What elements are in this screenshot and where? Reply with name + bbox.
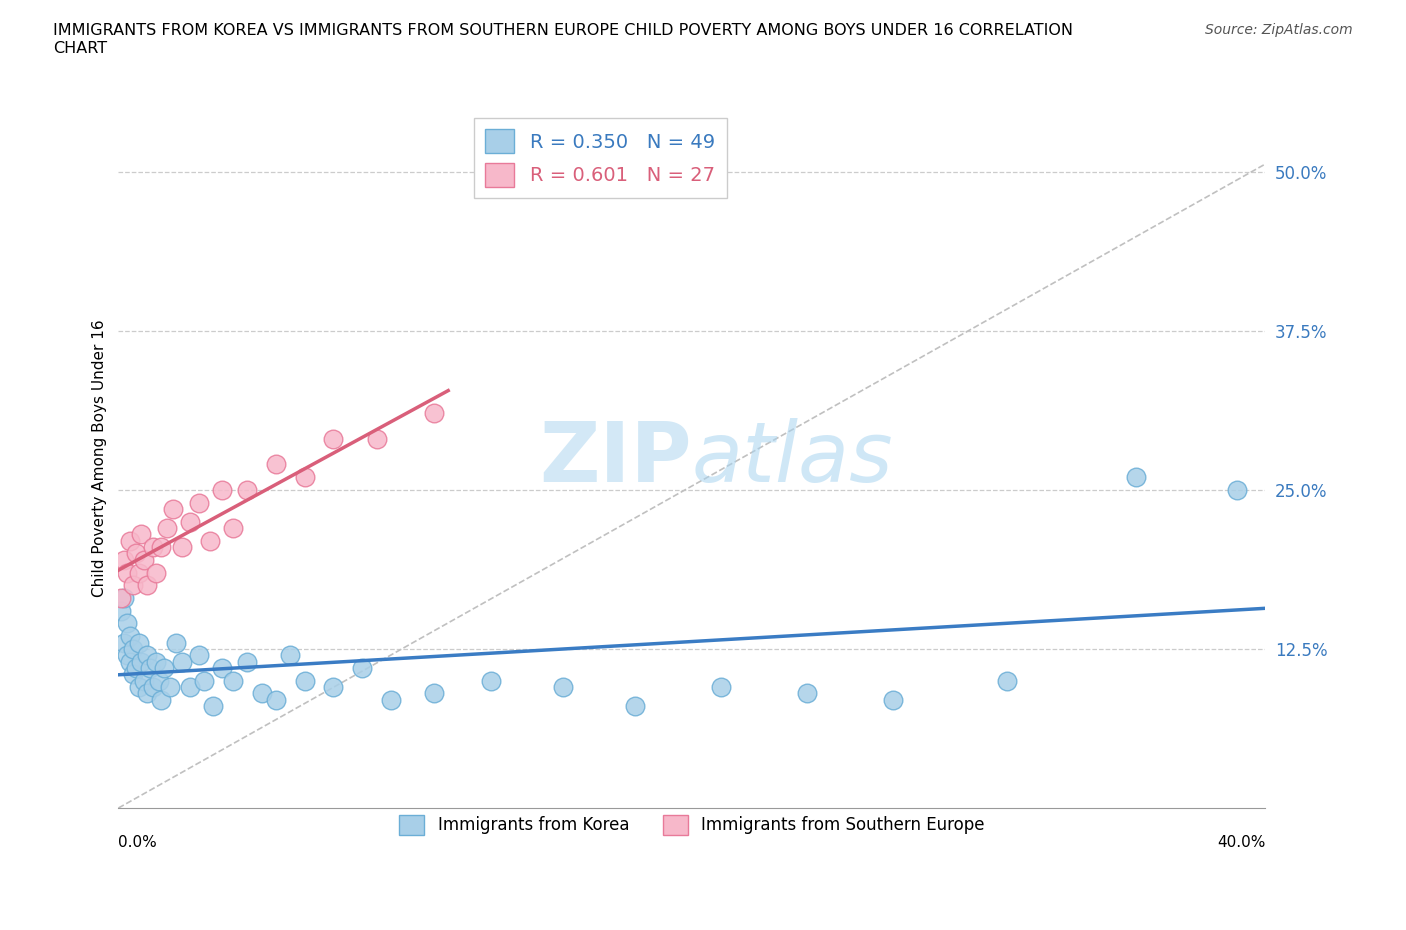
- Point: [110, 604, 132, 618]
- Point: [112, 591, 135, 605]
- Point: [118, 533, 141, 548]
- Point: [118, 654, 141, 669]
- Point: [131, 654, 153, 669]
- Point: [187, 648, 209, 663]
- Point: [159, 680, 181, 695]
- Point: [162, 501, 184, 516]
- Point: [1226, 483, 1249, 498]
- Point: [479, 673, 502, 688]
- Point: [236, 654, 259, 669]
- Point: [179, 680, 201, 695]
- Point: [280, 648, 302, 663]
- Point: [211, 660, 233, 675]
- Point: [118, 629, 141, 644]
- Point: [121, 667, 143, 682]
- Point: [294, 673, 316, 688]
- Point: [423, 406, 446, 421]
- Point: [380, 693, 402, 708]
- Point: [142, 539, 165, 554]
- Point: [202, 698, 225, 713]
- Point: [236, 483, 259, 498]
- Point: [170, 654, 193, 669]
- Point: [995, 673, 1018, 688]
- Point: [551, 680, 574, 695]
- Point: [115, 565, 138, 580]
- Point: [121, 642, 143, 657]
- Point: [110, 591, 132, 605]
- Point: [187, 495, 209, 510]
- Text: 0.0%: 0.0%: [118, 835, 157, 850]
- Point: [211, 483, 233, 498]
- Point: [179, 514, 201, 529]
- Point: [128, 680, 150, 695]
- Point: [366, 432, 388, 446]
- Text: Source: ZipAtlas.com: Source: ZipAtlas.com: [1205, 23, 1353, 37]
- Point: [128, 565, 150, 580]
- Point: [222, 521, 245, 536]
- Point: [128, 635, 150, 650]
- Point: [264, 457, 287, 472]
- Point: [294, 470, 316, 485]
- Point: [250, 686, 273, 701]
- Legend: Immigrants from Korea, Immigrants from Southern Europe: Immigrants from Korea, Immigrants from S…: [392, 808, 991, 842]
- Point: [115, 648, 138, 663]
- Point: [170, 539, 193, 554]
- Point: [222, 673, 245, 688]
- Point: [150, 539, 173, 554]
- Point: [124, 660, 146, 675]
- Point: [150, 693, 173, 708]
- Point: [198, 533, 221, 548]
- Point: [423, 686, 446, 701]
- Point: [1125, 470, 1147, 485]
- Point: [131, 527, 153, 542]
- Point: [134, 673, 156, 688]
- Point: [322, 432, 344, 446]
- Point: [136, 686, 159, 701]
- Point: [165, 635, 187, 650]
- Point: [115, 616, 138, 631]
- Point: [145, 654, 167, 669]
- Point: [142, 680, 165, 695]
- Point: [264, 693, 287, 708]
- Point: [322, 680, 344, 695]
- Point: [156, 521, 179, 536]
- Point: [145, 565, 167, 580]
- Point: [112, 635, 135, 650]
- Point: [121, 578, 143, 592]
- Point: [136, 648, 159, 663]
- Point: [623, 698, 645, 713]
- Point: [134, 552, 156, 567]
- Point: [352, 660, 374, 675]
- Point: [882, 693, 904, 708]
- Point: [136, 578, 159, 592]
- Text: 40.0%: 40.0%: [1218, 835, 1265, 850]
- Point: [193, 673, 215, 688]
- Text: atlas: atlas: [692, 418, 894, 498]
- Point: [148, 673, 170, 688]
- Y-axis label: Child Poverty Among Boys Under 16: Child Poverty Among Boys Under 16: [93, 319, 107, 597]
- Point: [796, 686, 818, 701]
- Point: [710, 680, 733, 695]
- Text: ZIP: ZIP: [540, 418, 692, 498]
- Point: [139, 660, 162, 675]
- Point: [124, 546, 146, 561]
- Point: [112, 552, 135, 567]
- Text: IMMIGRANTS FROM KOREA VS IMMIGRANTS FROM SOUTHERN EUROPE CHILD POVERTY AMONG BOY: IMMIGRANTS FROM KOREA VS IMMIGRANTS FROM…: [53, 23, 1073, 56]
- Point: [153, 660, 176, 675]
